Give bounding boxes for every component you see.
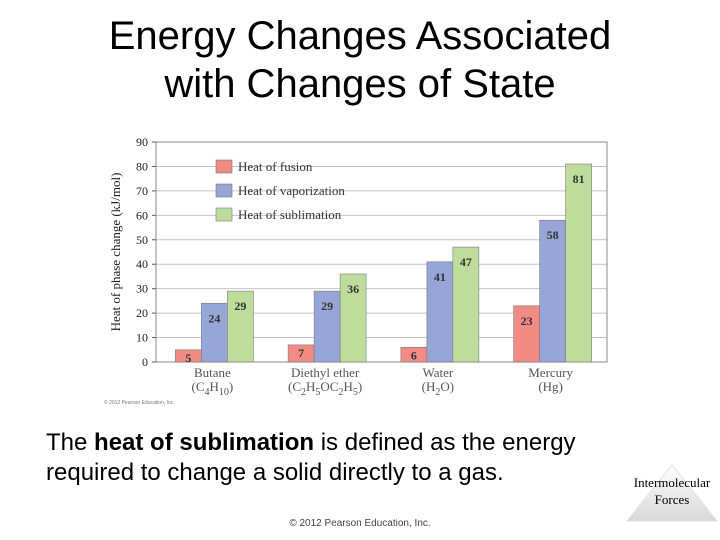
legend-label: Heat of sublimation [238,207,342,222]
bar [565,163,592,363]
bar-value-label: 6 [411,348,417,362]
x-tick-formula: (H2O) [422,379,454,398]
y-tick-label: 70 [136,184,148,198]
triangle-shape-icon [626,464,718,522]
bar-value-label: 41 [434,270,446,284]
legend-swatch [215,159,233,174]
x-tick-formula: (Hg) [538,379,563,394]
definition-text: The heat of sublimation is defined as th… [46,428,686,488]
bar [452,246,480,363]
bar [227,290,254,363]
title-line-2: with Changes of State [164,62,556,106]
y-tick-label: 40 [136,257,148,271]
y-tick-label: 30 [136,282,148,296]
bar [201,303,228,363]
definition-post: is defined as the energy [314,429,576,456]
bar [339,273,367,363]
definition-line-2: required to change a solid directly to a… [46,459,504,486]
bar-value-label: 7 [298,346,304,360]
x-tick-label: Butane [194,365,231,380]
bar [513,305,540,363]
title-line-1: Energy Changes Associated [108,14,612,58]
y-tick-label: 10 [136,331,148,345]
legend-label: Heat of vaporization [238,183,345,198]
x-tick-label: Diethyl ether [291,365,360,380]
bar-value-label: 23 [521,314,533,328]
x-tick-label: Water [423,365,454,380]
y-tick-label: 0 [142,355,148,369]
phase-change-bar-chart: 0 10 20 30 40 50 60 70 80 90 Heat of phase change … [104,135,608,406]
bar-value-label: 24 [208,311,220,325]
badge-line-1: Intermolecular [633,475,711,490]
plot-frame [155,141,608,363]
y-tick-label: 20 [136,306,148,320]
footer-copyright: © 2012 Pearson Education, Inc. [289,518,431,529]
bar-value-label: 5 [185,351,191,365]
y-tick-label: 50 [136,233,148,247]
definition-pre: The [46,429,95,456]
bar [313,290,341,363]
bar-value-label: 36 [347,282,359,296]
bar [539,219,566,363]
intermolecular-forces-badge: Intermolecular Forces [626,464,718,522]
badge-line-2: Forces [654,492,690,507]
x-tick-label: Mercury [528,365,573,380]
x-tick-formula: (C2H5OC2H5) [288,379,362,398]
bar-value-label: 29 [321,299,333,313]
y-tick-label: 90 [136,135,148,149]
bar-value-label: 58 [547,228,559,242]
bar-value-label: 81 [573,172,585,186]
chart-copyright: © 2012 Pearson Education, Inc. [104,399,175,406]
x-tick-formula: (C4H10) [192,379,234,398]
slide-title: Energy Changes Associated with Changes o… [0,12,720,108]
y-tick-label: 80 [136,159,148,173]
y-axis-label: Heat of phase change (kJ/mol) [108,173,123,332]
bar [426,261,454,363]
bar-value-label: 29 [234,299,246,313]
legend-swatch [215,207,233,222]
y-tick-label: 60 [136,208,148,222]
bar-value-label: 47 [460,255,472,269]
definition-term: heat of sublimation [94,429,315,456]
legend-label: Heat of fusion [238,159,313,174]
legend-swatch [215,183,233,198]
